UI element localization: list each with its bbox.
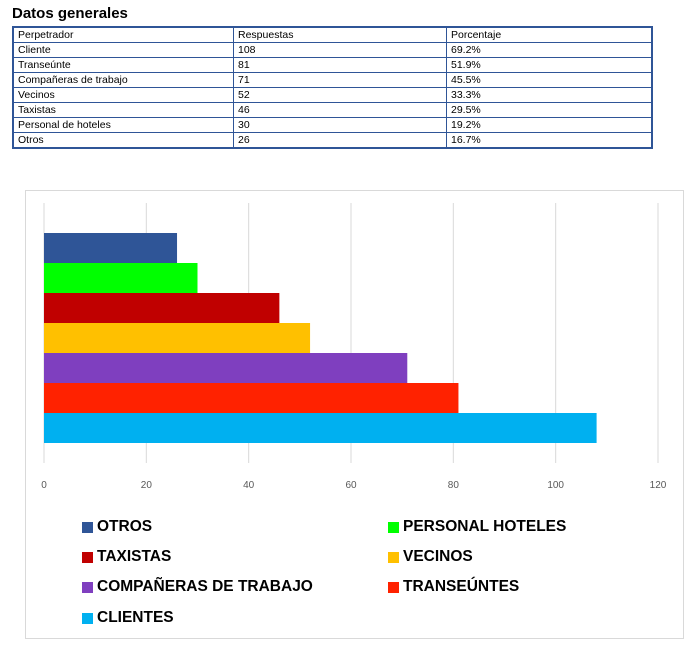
chart-svg: 0 20 40 60 80 100 120 [41,203,667,491]
legend-label: COMPAÑERAS DE TRABAJO [97,578,313,595]
table-row: Taxistas 46 29.5% [12,102,653,118]
table-row: Vecinos 52 33.3% [12,87,653,103]
legend-label: TRANSEÚNTES [403,578,520,595]
table-cell: 51.9% [446,57,653,73]
legend-swatch [388,551,399,563]
table-cell: 29.5% [446,102,653,118]
x-tick-label: 40 [243,480,255,491]
table-cell: 69.2% [446,42,653,58]
legend-label: OTROS [97,518,153,535]
table-cell: 16.7% [446,132,653,149]
table-row: Transeúnte 81 51.9% [12,57,653,73]
bar-3 [44,323,311,353]
table-row: Compañeras de trabajo 71 45.5% [12,72,653,88]
bar-5 [44,383,459,413]
legend-item: CLIENTES [82,609,174,627]
legend-swatch [82,521,93,533]
table-header-cell: Respuestas [233,26,447,43]
legend-swatch [82,612,93,624]
table-header-cell: Porcentaje [446,26,653,43]
legend-item: VECINOS [388,548,473,566]
table-cell: 30 [233,117,447,133]
legend-swatch [82,581,93,593]
bar-chart: 0 20 40 60 80 100 120 OTROS PERSONAL HOTELES TAX… [25,190,684,639]
page-title: Datos generales [12,5,128,22]
table-cell: 19.2% [446,117,653,133]
legend-swatch [388,581,399,593]
table-cell: Transeúnte [12,57,234,73]
x-tick-label: 60 [345,480,357,491]
table-cell: 26 [233,132,447,149]
table-cell: 108 [233,42,447,58]
legend-item: OTROS [82,518,152,536]
legend-label: CLIENTES [97,609,174,626]
x-tick-label: 20 [141,480,153,491]
table-cell: Compañeras de trabajo [12,72,234,88]
bar-2 [44,293,280,323]
bar-6 [44,413,597,443]
legend-item: TAXISTAS [82,548,171,566]
table-cell: 71 [233,72,447,88]
table-cell: 52 [233,87,447,103]
legend-swatch [388,521,399,533]
x-tick-label: 100 [547,480,564,491]
legend-item: COMPAÑERAS DE TRABAJO [82,578,313,596]
table-cell: Cliente [12,42,234,58]
table-cell: Otros [12,132,234,149]
table-cell: Vecinos [12,87,234,103]
table-row: Cliente 108 69.2% [12,42,653,58]
x-tick-label: 120 [650,480,667,491]
table-row: Personal de hoteles 30 19.2% [12,117,653,133]
table-cell: 81 [233,57,447,73]
table-header-cell: Perpetrador [12,26,234,43]
legend-item: PERSONAL HOTELES [388,518,566,536]
legend-label: PERSONAL HOTELES [403,518,567,535]
table-cell: Taxistas [12,102,234,118]
legend-swatch [82,551,93,563]
data-table: Perpetrador Respuestas Porcentaje Cliente 10… [12,26,653,149]
x-tick-label: 80 [448,480,460,491]
table-header-row: Perpetrador Respuestas Porcentaje [12,26,653,43]
bar-4 [44,353,408,383]
legend-label: TAXISTAS [97,548,172,565]
x-tick-label: 0 [41,480,47,491]
table-cell: 33.3% [446,87,653,103]
table-cell: 45.5% [446,72,653,88]
bar-0 [44,233,178,263]
legend-item: TRANSEÚNTES [388,578,519,596]
table-cell: Personal de hoteles [12,117,234,133]
legend-label: VECINOS [403,548,473,565]
bar-1 [44,263,198,293]
table-row: Otros 26 16.7% [12,132,653,149]
table-cell: 46 [233,102,447,118]
